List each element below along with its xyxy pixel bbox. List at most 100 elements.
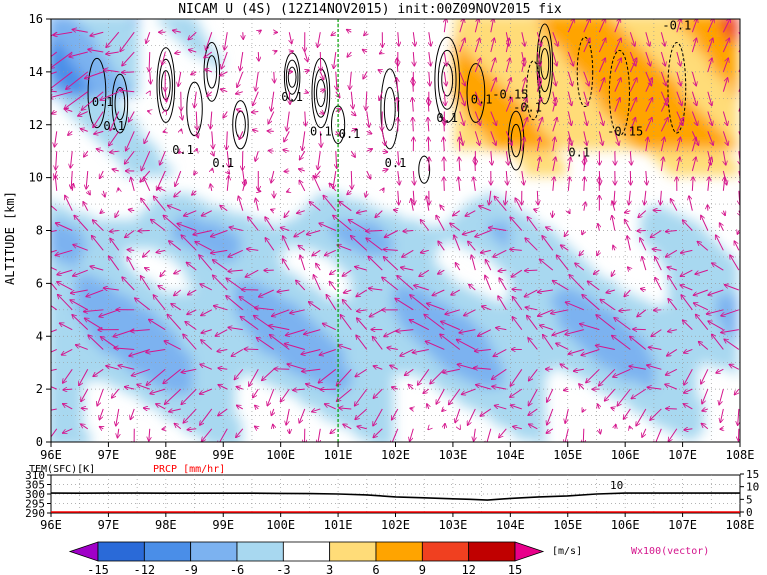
surface-x-tick-label: 103E [438,518,467,532]
colorbar-box [468,541,516,562]
x-tick-label: 101E [324,448,353,462]
contour-label: 0.1 [339,127,361,141]
x-tick-label: 104E [496,448,525,462]
contour-labels: 0.10.10.10.10.10.1 0.10.10.10.1 -0.15-0.10… [92,19,691,170]
colorbar-box [329,541,377,562]
colorbar-tick-label: -3 [276,563,290,575]
y-tick-label: 16 [29,12,43,26]
x-tick-label: 99E [212,448,234,462]
surface-panel: TEM(SFC)[K] PRCP [mm/hr] 10 310305300295… [25,464,759,532]
cross-section-panel: 0.10.10.10.10.10.1 0.10.10.10.1 -0.15-0.10… [29,12,755,462]
y-tick-label: 10 [29,171,43,185]
colorbar-tick-label: -9 [183,563,197,575]
surface-left-tick-label: 310 [25,469,45,482]
colorbar-box [375,541,423,562]
surface-left-tick-label: 300 [25,488,45,501]
x-tick-label: 107E [668,448,697,462]
y-tick-label: 12 [29,118,43,132]
colorbar-max-arrow [514,541,545,562]
colorbar-tick-label: -12 [133,563,155,575]
surface-left-tick-label: 295 [25,498,45,511]
surface-x-tick-label: 101E [324,518,353,532]
contour-label: 0.1 [436,111,458,125]
contour-label: 0.1 [385,156,407,170]
colorbar-box [421,541,470,562]
surface-right-tick-label: 15 [746,468,759,481]
y-tick-label: 6 [36,276,43,290]
x-tick-label: 97E [98,448,120,462]
contour-label: 0.1 [568,145,590,159]
colorbar-tick-label: 15 [508,563,522,575]
surface-x-tick-label: 106E [611,518,640,532]
surface-left-tick-label: 305 [25,479,45,492]
surface-gridlines [51,475,740,513]
colorbar: -15 -12 -9 -6 -3 3 6 9 12 15 [m/s] Wx100(vector) [68,541,709,575]
contour-label: 0.1 [103,119,125,133]
contour-label: -0.1 [662,19,691,33]
x-tick-label: 103E [438,448,467,462]
tem-series-line [50,492,740,501]
surface-left-tick-label: 290 [25,507,45,520]
contour-label: -0.1 [513,101,542,115]
colorbar-box [190,541,238,562]
y-tick-label: 8 [36,224,43,238]
colorbar-tick-label: 6 [372,563,379,575]
colorbar-box [97,541,145,562]
surface-right-tick-label: 10 [746,481,759,494]
surface-x-tick-label: 100E [266,518,295,532]
colorbar-tick-label: 3 [326,563,333,575]
contour-label: 0.1 [92,95,114,109]
colorbar-tick-label: 9 [419,563,426,575]
vector-legend: Wx100(vector) [631,546,709,557]
x-tick-label: 102E [381,448,410,462]
surface-x-tick-label: 99E [212,518,234,532]
x-tick-label: 96E [40,448,62,462]
colorbar-unit: [m/s] [552,546,582,557]
x-axis: 96E 97E 98E 99E 100E 101E 102E 103E 104E 105E 106E… [40,442,754,462]
y-tick-label: 2 [36,382,43,396]
surface-x-tick-label: 105E [553,518,582,532]
contour-label: -0.15 [492,87,528,101]
y-axis-label: ALTITUDE [km] [3,191,17,285]
surface-x-tick-label: 96E [40,518,62,532]
chart-title: NICAM U (4S) (12Z14NOV2015) init:00Z09NO… [178,2,562,17]
surface-x-tick-label: 107E [668,518,697,532]
contour-label: 0.1 [471,93,493,107]
x-tick-label: 108E [726,448,755,462]
x-tick-label: 105E [553,448,582,462]
wind-vectors [51,19,740,442]
y-tick-label: 4 [36,329,43,343]
surface-x-tick-label: 102E [381,518,410,532]
surface-annotation: 10 [610,479,623,492]
surface-x-axis: 96E 97E 98E 99E 100E 101E 102E 103E 104E 105E 106E… [40,513,754,532]
y-tick-label: 0 [36,435,43,449]
x-tick-label: 106E [611,448,640,462]
x-tick-label: 100E [266,448,295,462]
x-tick-label: 98E [155,448,177,462]
surface-right-tick-label: 0 [746,506,753,519]
colorbar-min-arrow [68,541,99,562]
colorbar-tick-label: -15 [87,563,109,575]
y-tick-label: 14 [29,65,43,79]
prcp-legend: PRCP [mm/hr] [153,464,225,475]
contour-label: -0.15 [607,124,643,138]
surface-right-tick-label: 5 [746,493,753,506]
contour-label: 0.1 [310,124,332,138]
colorbar-box [282,541,331,562]
tem-legend: TEM(SFC)[K] [29,464,95,475]
contour-label: 0.1 [212,156,234,170]
contour-label: 0.1 [281,90,303,104]
surface-x-tick-label: 108E [726,518,755,532]
surface-x-tick-label: 104E [496,518,525,532]
colorbar-box [143,541,192,562]
colorbar-tick-label: -6 [230,563,244,575]
surface-x-tick-label: 98E [155,518,177,532]
y-axis: 0 2 4 6 8 10 12 14 16 [29,12,51,449]
colorbar-tick-label: 12 [461,563,475,575]
surface-x-tick-label: 97E [98,518,120,532]
contour-label: 0.1 [172,143,194,157]
colorbar-box [236,541,284,562]
